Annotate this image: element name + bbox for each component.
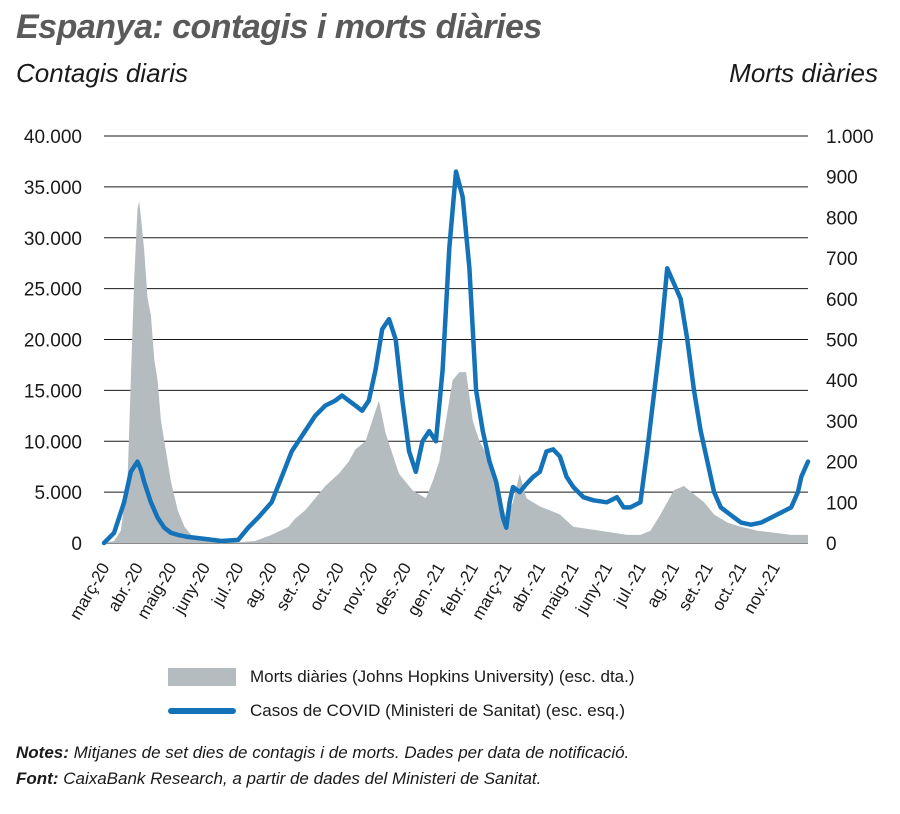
notes-label: Notes:: [16, 743, 69, 762]
right-tick-label: 800: [826, 208, 858, 229]
left-tick-label: 30.000: [24, 229, 82, 250]
right-axis-ticks: 0 100 200 300 400 500 600 700 800 900 1.000: [826, 127, 874, 555]
source-line: Font: CaixaBank Research, a partir de da…: [16, 766, 629, 792]
right-tick-label: 600: [826, 290, 858, 311]
left-tick-label: 10.000: [24, 432, 82, 453]
cases-line-layer: [101, 169, 811, 546]
right-axis-title: Morts diàries: [729, 58, 878, 88]
left-tick-label: 5.000: [34, 483, 82, 504]
left-tick-label: 35.000: [24, 178, 82, 199]
legend-label-cases: Casos de COVID (Ministeri de Sanitat) (e…: [250, 701, 626, 720]
right-tick-label: 900: [826, 168, 858, 189]
notes-line: Notes: Mitjanes de set dies de contagis …: [16, 740, 629, 766]
legend-item-cases: Casos de COVID (Ministeri de Sanitat) (e…: [168, 694, 635, 728]
left-tick-label: 0: [71, 534, 82, 555]
left-tick-label: 20.000: [24, 331, 82, 352]
legend-item-deaths: Morts diàries (Johns Hopkins University)…: [168, 660, 635, 694]
chart: 0 5.000 10.000 15.000 20.000 25.000 30.000 35.0…: [24, 127, 874, 624]
x-tick-label: març-20: [66, 560, 114, 624]
right-tick-label: 1.000: [826, 127, 874, 148]
notes-text: Mitjanes de set dies de contagis i de mo…: [68, 743, 630, 762]
cases-swatch: [168, 708, 236, 714]
right-tick-label: 700: [826, 249, 858, 270]
chart-title: Espanya: contagis i morts diàries: [16, 8, 542, 46]
right-tick-label: 400: [826, 371, 858, 392]
x-axis-ticks: març-20abr.-20maig-20juny-20jul.-20ag.-2…: [66, 560, 784, 624]
right-tick-label: 500: [826, 331, 858, 352]
notes-block: Notes: Mitjanes de set dies de contagis …: [16, 740, 629, 792]
left-axis-title: Contagis diaris: [16, 58, 188, 88]
deaths-area-layer: [104, 201, 808, 543]
left-axis-ticks: 0 5.000 10.000 15.000 20.000 25.000 30.000 35.0…: [24, 127, 82, 555]
right-tick-label: 300: [826, 412, 858, 433]
cases-line: [101, 169, 811, 546]
source-label: Font:: [16, 769, 59, 788]
left-tick-label: 40.000: [24, 127, 82, 148]
left-tick-label: 25.000: [24, 280, 82, 301]
deaths-swatch: [168, 668, 236, 686]
right-tick-label: 100: [826, 493, 858, 514]
left-tick-label: 15.000: [24, 381, 82, 402]
legend: Morts diàries (Johns Hopkins University)…: [168, 660, 635, 728]
legend-label-deaths: Morts diàries (Johns Hopkins University)…: [250, 667, 635, 686]
right-tick-label: 200: [826, 453, 858, 474]
deaths-area: [104, 201, 808, 543]
right-tick-label: 0: [826, 534, 837, 555]
source-text: CaixaBank Research, a partir de dades de…: [58, 769, 542, 788]
